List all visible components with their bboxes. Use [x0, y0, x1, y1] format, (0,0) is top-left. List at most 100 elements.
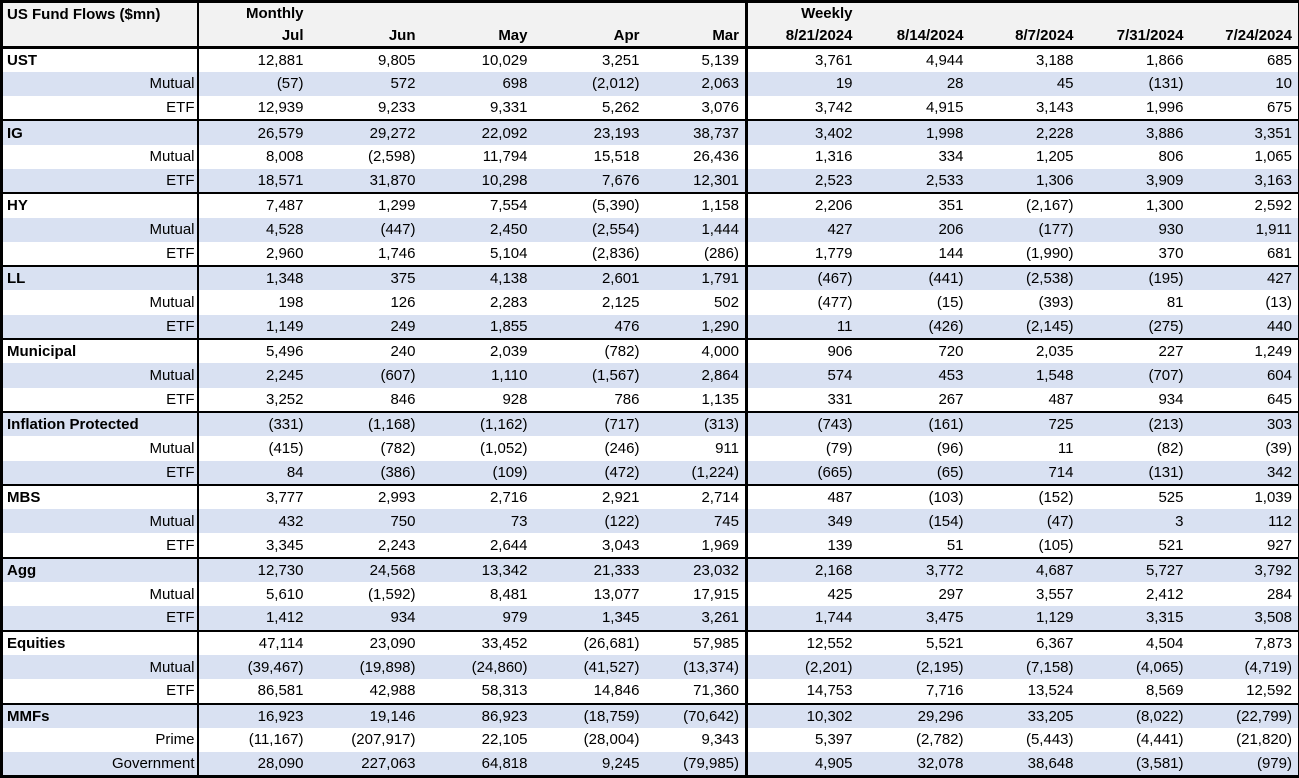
data-cell: 9,331: [489, 99, 528, 117]
row-label: ETF: [1, 96, 199, 121]
data-cell: 2,035: [969, 338, 1080, 364]
data-cell: 144: [938, 245, 964, 263]
data-cell: 5,139: [645, 46, 748, 72]
data-cell: 198: [278, 294, 304, 312]
table-row: Mutual 198 126 2,283 2,125 502 (477) (15) (393) 8…: [1, 290, 1299, 315]
category-label: LL: [1, 265, 199, 291]
data-cell: 240: [309, 338, 422, 364]
data-cell: (441): [858, 265, 970, 291]
data-cell: 675: [1266, 99, 1292, 117]
data-cell: (472): [533, 460, 646, 485]
data-cell: 476: [533, 314, 646, 340]
data-cell: 4,138: [421, 265, 534, 291]
data-cell: 1,548: [969, 363, 1080, 388]
data-cell: (2,145): [969, 314, 1080, 340]
data-cell: 1,744: [746, 606, 859, 631]
data-cell: 2,063: [645, 71, 748, 97]
data-cell: (26,681): [533, 629, 646, 655]
row-label: ETF: [1, 168, 199, 194]
data-cell: 1,911: [1189, 217, 1299, 242]
row-label: ETF: [1, 533, 199, 558]
data-cell: (96): [936, 439, 964, 457]
data-cell: 19,146: [309, 702, 422, 728]
data-cell: 3,076: [645, 96, 748, 121]
data-cell: 3,315: [1079, 606, 1190, 631]
data-cell: 9,245: [533, 752, 646, 777]
data-cell: 930: [1079, 217, 1190, 242]
header-spacer: [1079, 1, 1190, 25]
data-cell: (7,158): [969, 654, 1080, 680]
data-cell: 1,039: [1189, 483, 1299, 510]
data-cell: 725: [969, 410, 1080, 437]
data-cell: 1,444: [645, 217, 748, 242]
data-cell: 2,993: [309, 483, 422, 510]
data-cell: 10,029: [421, 46, 534, 72]
data-cell: (2,538): [969, 265, 1080, 291]
data-cell: (782): [380, 439, 416, 457]
data-cell: 487: [1048, 390, 1074, 408]
column-header: 7/31/2024: [1079, 24, 1190, 49]
table-row: IG 26,579 29,272 22,092 23,193 38,737 3,402 1,9…: [1, 119, 1299, 145]
table-row: Municipal 5,496 240 2,039 (782) 4,000 906 720 2,…: [1, 338, 1299, 364]
data-cell: 370: [1158, 245, 1184, 263]
data-cell: 1,135: [645, 387, 748, 412]
table-row: ETF 1,149 249 1,855 476 1,290 11 (426) (2,145) (2…: [1, 314, 1299, 340]
table-row: MBS 3,777 2,993 2,716 2,921 2,714 487 (103) (152…: [1, 483, 1299, 510]
data-cell: 3,772: [858, 556, 970, 583]
data-cell: 525: [1079, 483, 1190, 510]
data-cell: 19: [746, 71, 859, 97]
data-cell: 720: [858, 338, 970, 364]
data-cell: 12,730: [197, 556, 310, 583]
data-cell: 3,251: [533, 46, 646, 72]
row-label: Mutual: [1, 144, 199, 169]
data-cell: 4,915: [925, 99, 964, 117]
data-cell: 2,228: [969, 119, 1080, 145]
data-cell: 38,737: [645, 119, 748, 145]
data-cell: 23,090: [309, 629, 422, 655]
data-cell: (24,860): [421, 654, 534, 680]
data-cell: 267: [938, 390, 964, 408]
data-cell: 750: [309, 509, 422, 534]
data-cell: 1,205: [1035, 148, 1074, 166]
data-cell: 33,205: [969, 702, 1080, 728]
data-cell: (286): [645, 241, 748, 267]
category-label: MBS: [1, 483, 199, 510]
table-row: Mutual 432 750 73 (122) 745 349 (154) (47) 3 112: [1, 509, 1299, 534]
header-spacer: [858, 1, 970, 25]
data-cell: 5,496: [197, 338, 310, 364]
column-header: 8/21/2024: [746, 24, 859, 49]
data-cell: (2,836): [591, 245, 640, 263]
data-cell: (743): [746, 410, 859, 437]
table-row: Equities 47,114 23,090 33,452 (26,681) 57,985…: [1, 629, 1299, 655]
category-label: MMFs: [1, 702, 199, 728]
data-cell: 23,032: [645, 556, 748, 583]
table-row: ETF 86,581 42,988 58,313 14,846 71,360 14,753 7…: [1, 679, 1299, 704]
data-cell: 1,316: [814, 148, 853, 166]
row-label: ETF: [1, 679, 199, 704]
data-cell: 2,716: [421, 483, 534, 510]
data-cell: 3,475: [858, 606, 970, 631]
data-cell: 57,985: [645, 629, 748, 655]
data-cell: 11: [746, 314, 859, 340]
data-cell: 32,078: [858, 752, 970, 777]
data-cell: (79,985): [645, 752, 748, 777]
column-header: Jul: [197, 24, 310, 49]
data-cell: (2,201): [746, 654, 859, 680]
data-cell: 1,779: [814, 245, 853, 263]
data-cell: (782): [533, 338, 646, 364]
data-cell: 1,996: [1145, 99, 1184, 117]
category-label: Municipal: [1, 338, 199, 364]
row-label: ETF: [1, 387, 199, 412]
data-cell: (57): [197, 71, 310, 97]
data-cell: (447): [309, 217, 422, 242]
data-cell: (246): [604, 439, 640, 457]
data-cell: 440: [1189, 314, 1299, 340]
table-row: ETF 18,571 31,870 10,298 7,676 12,301 2,523 2,5…: [1, 168, 1299, 194]
data-cell: (213): [1079, 410, 1190, 437]
data-cell: 427: [746, 217, 859, 242]
data-cell: (103): [858, 483, 970, 510]
data-cell: 14,846: [593, 682, 640, 700]
data-cell: 2,644: [489, 536, 528, 554]
table-row: Mutual 5,610 (1,592) 8,481 13,077 17,915 425 29…: [1, 582, 1299, 607]
data-cell: (2,782): [915, 731, 964, 749]
